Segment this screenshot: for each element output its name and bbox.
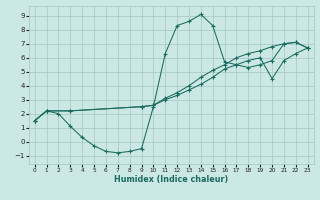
X-axis label: Humidex (Indice chaleur): Humidex (Indice chaleur) <box>114 175 228 184</box>
